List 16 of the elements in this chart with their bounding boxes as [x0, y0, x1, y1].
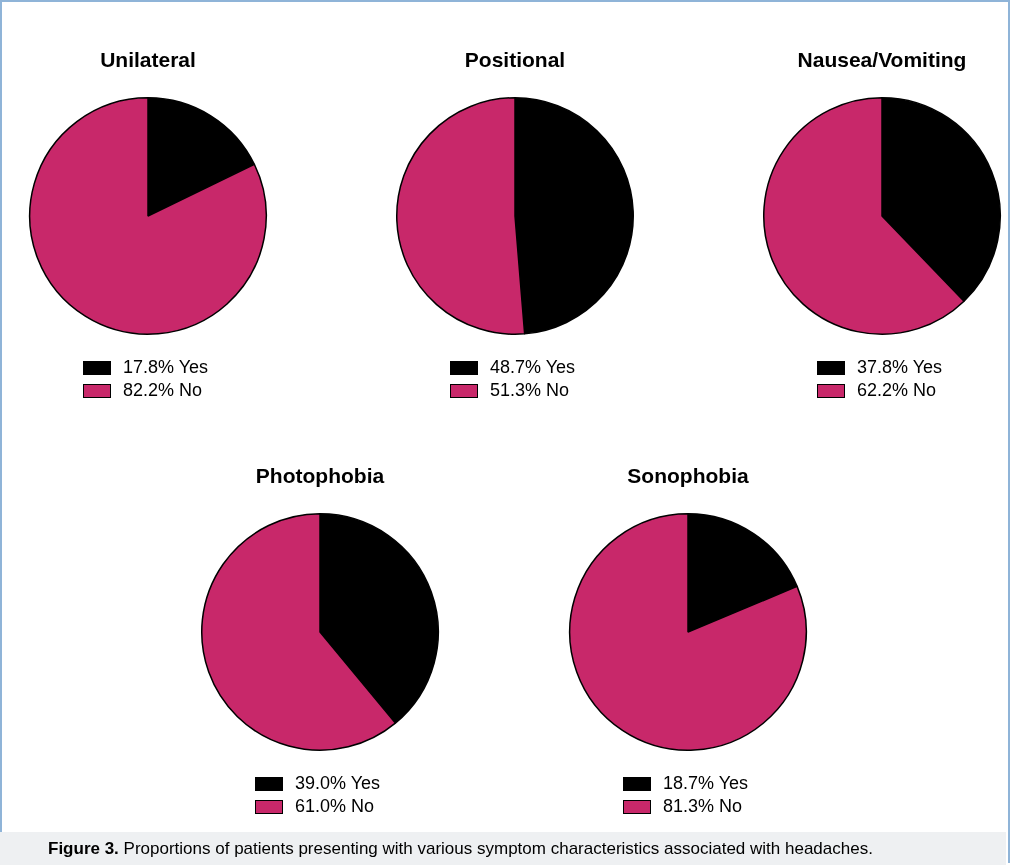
legend-label: 17.8% Yes — [123, 357, 209, 378]
legend-label: 18.7% Yes — [663, 773, 749, 794]
caption: Figure 3. Proportions of patients presenting with various symptom characteristics associated with headaches. — [0, 832, 1006, 865]
chart-title: Photophobia — [254, 464, 386, 488]
legend-label: 82.2% No — [123, 380, 203, 401]
chart-title: Unilateral — [99, 48, 197, 72]
legend-label: 51.3% No — [490, 380, 570, 401]
legend-label: 61.0% No — [295, 796, 375, 817]
legend-label: 39.0% Yes — [295, 773, 381, 794]
legend-label: 37.8% Yes — [857, 357, 943, 378]
chart-title: Sonophobia — [626, 464, 750, 488]
chart-title: Positional — [463, 48, 567, 72]
legend-label: 81.3% No — [663, 796, 743, 817]
legend-label: 62.2% No — [857, 380, 937, 401]
chart-title: Nausea/Vomiting — [796, 48, 968, 72]
legend-label: 48.7% Yes — [490, 357, 576, 378]
